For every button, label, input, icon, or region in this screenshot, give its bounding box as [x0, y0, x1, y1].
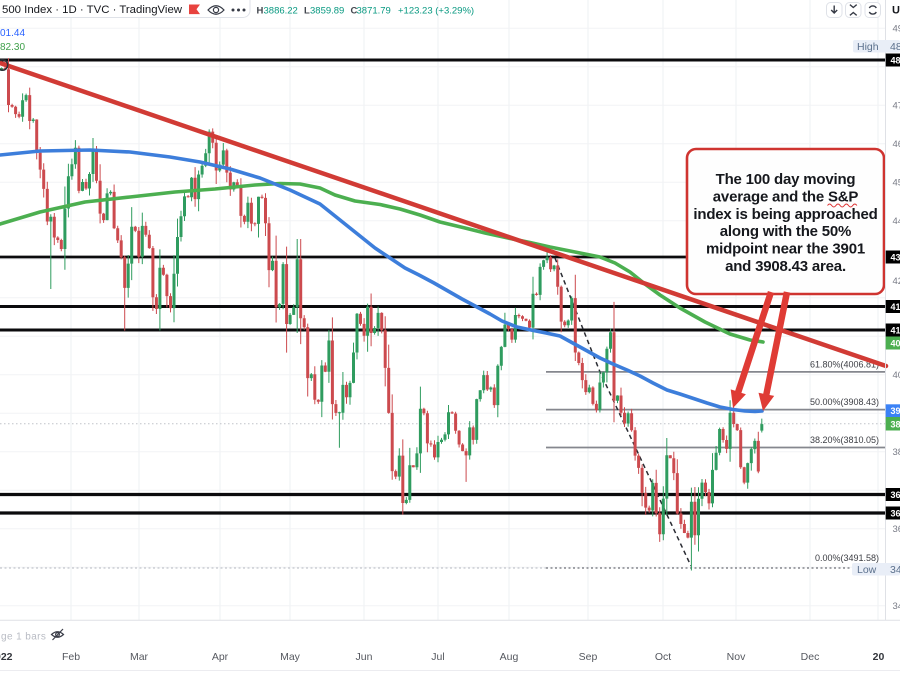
- svg-text:4700: 4700: [893, 101, 900, 112]
- svg-text:L: L: [304, 6, 310, 17]
- svg-text:Mar: Mar: [130, 651, 149, 663]
- svg-text:3800: 3800: [893, 447, 900, 458]
- svg-text:50.00%(3908.43): 50.00%(3908.43): [810, 397, 879, 407]
- svg-text:4116: 4116: [891, 326, 900, 336]
- svg-text:4600: 4600: [893, 139, 900, 150]
- svg-text:48: 48: [890, 41, 900, 53]
- svg-text:+123.23 (+3.29%): +123.23 (+3.29%): [398, 6, 474, 17]
- svg-text:3637: 3637: [891, 509, 900, 519]
- svg-text:and 3908.43 area.: and 3908.43 area.: [725, 258, 846, 275]
- svg-text:4305: 4305: [891, 253, 900, 263]
- svg-text:Nov: Nov: [727, 651, 746, 663]
- svg-text:C: C: [351, 6, 358, 17]
- svg-text:0.00%(3491.58): 0.00%(3491.58): [815, 553, 879, 563]
- svg-text:4085: 4085: [891, 339, 900, 349]
- svg-text:Jul: Jul: [431, 651, 444, 663]
- svg-text:H: H: [257, 6, 264, 17]
- svg-text:Dec: Dec: [801, 651, 820, 663]
- svg-text:82.30: 82.30: [0, 42, 25, 53]
- svg-text:4200: 4200: [893, 276, 900, 287]
- svg-text:38.20%(3810.05): 38.20%(3810.05): [810, 435, 879, 445]
- svg-text:Feb: Feb: [62, 651, 80, 663]
- svg-text:4000: 4000: [893, 370, 900, 381]
- svg-text:3687: 3687: [891, 490, 900, 500]
- svg-text:3871: 3871: [891, 420, 900, 430]
- svg-text:4900: 4900: [893, 24, 900, 35]
- svg-text:High: High: [857, 41, 879, 53]
- svg-text:midpoint near the 3901: midpoint near the 3901: [706, 241, 865, 258]
- svg-text:34: 34: [890, 564, 900, 576]
- svg-text:index is being approached: index is being approached: [693, 206, 877, 223]
- svg-text:4500: 4500: [893, 178, 900, 189]
- svg-text:4818: 4818: [891, 56, 900, 66]
- svg-text:Apr: Apr: [212, 651, 229, 663]
- svg-text:Oct: Oct: [655, 651, 671, 663]
- svg-text:Low: Low: [857, 564, 877, 576]
- svg-text:3886.22: 3886.22: [264, 6, 298, 17]
- svg-text:01.44: 01.44: [0, 28, 25, 39]
- svg-text:average and the S&P: average and the S&P: [713, 188, 859, 205]
- svg-text:May: May: [280, 651, 301, 663]
- svg-text:3400: 3400: [893, 601, 900, 612]
- svg-text:022: 022: [0, 651, 13, 663]
- svg-text:ge 1 bars: ge 1 bars: [1, 632, 46, 643]
- svg-text:Aug: Aug: [500, 651, 519, 663]
- svg-text:500 Index · 1D · TVC · Trading: 500 Index · 1D · TVC · TradingView: [2, 4, 183, 16]
- svg-text:4400: 4400: [893, 216, 900, 227]
- svg-text:3906: 3906: [891, 406, 900, 416]
- svg-text:61.80%(4006.81): 61.80%(4006.81): [810, 359, 879, 369]
- svg-text:Sep: Sep: [579, 651, 598, 663]
- svg-text:The 100 day moving: The 100 day moving: [716, 171, 856, 188]
- svg-text:3859.89: 3859.89: [310, 6, 344, 17]
- svg-text:along with the 50%: along with the 50%: [720, 223, 851, 240]
- svg-text:Jun: Jun: [356, 651, 373, 663]
- svg-text:3871.79: 3871.79: [357, 6, 391, 17]
- svg-text:20: 20: [873, 651, 885, 663]
- svg-text:4176: 4176: [891, 302, 900, 312]
- svg-text:3600: 3600: [893, 524, 900, 535]
- svg-text:U: U: [892, 5, 900, 17]
